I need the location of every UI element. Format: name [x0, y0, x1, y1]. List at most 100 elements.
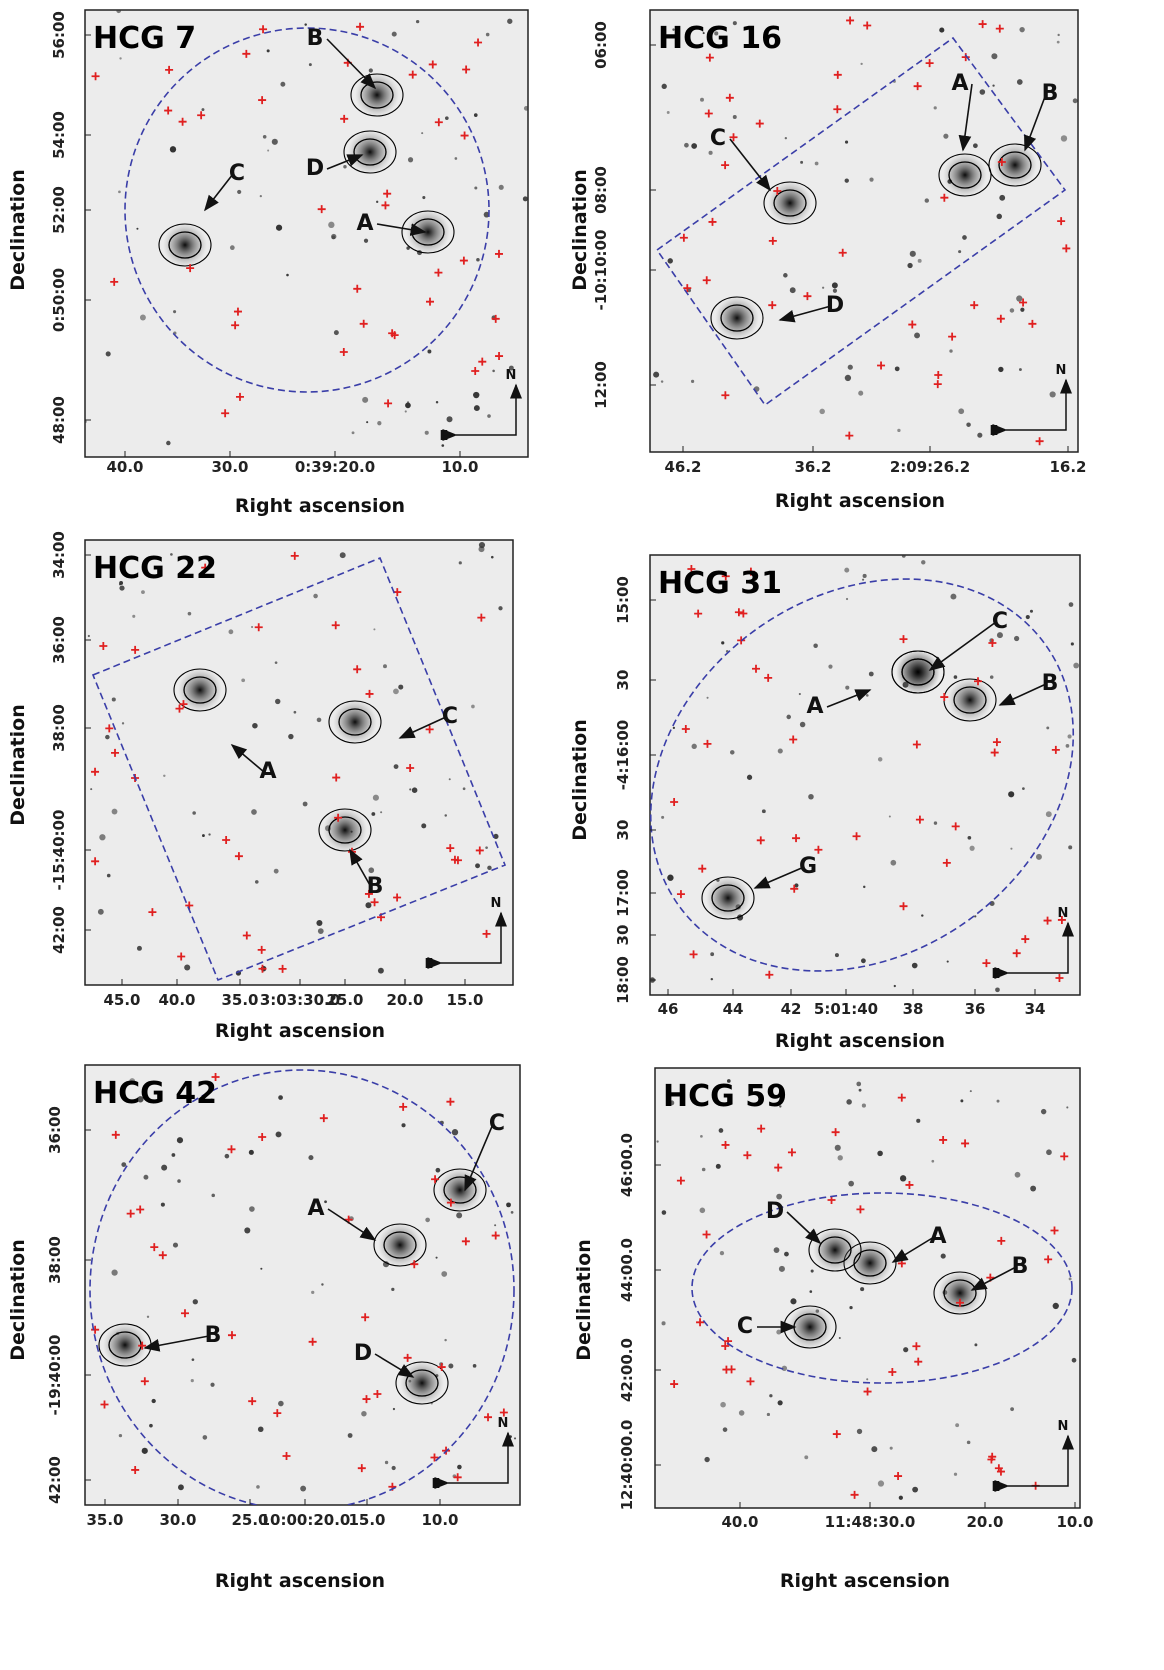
star	[487, 414, 491, 418]
source-marker	[180, 1309, 189, 1318]
source-marker	[915, 815, 924, 824]
galaxy-label: A	[356, 211, 373, 236]
y-tick-label: 42:00.0	[618, 1338, 636, 1402]
source-marker	[356, 22, 365, 31]
star	[371, 812, 376, 816]
star	[424, 430, 429, 435]
source-marker	[179, 700, 188, 709]
star	[97, 908, 104, 915]
sky-image	[649, 9, 1079, 453]
star	[969, 1090, 972, 1093]
source-marker	[939, 1135, 948, 1144]
contour	[948, 161, 982, 189]
x-axis-label: Right ascension	[215, 1020, 385, 1042]
y-tick-label: 08:00	[592, 166, 610, 214]
compass	[434, 1431, 514, 1489]
star	[422, 196, 426, 200]
x-tick-label: 42	[781, 1000, 802, 1018]
star	[1008, 791, 1015, 798]
star	[139, 314, 146, 321]
star	[328, 221, 335, 229]
star	[974, 915, 977, 918]
star	[259, 195, 262, 198]
sky-image	[84, 9, 529, 458]
star	[398, 684, 404, 690]
star	[860, 958, 866, 964]
star	[136, 227, 139, 230]
star	[141, 1447, 148, 1454]
source-marker	[408, 70, 417, 79]
star	[1046, 1149, 1052, 1156]
source-marker	[790, 884, 799, 893]
source-marker	[899, 635, 908, 644]
star	[483, 211, 490, 218]
star	[1066, 1106, 1069, 1109]
source-marker	[475, 846, 484, 855]
star	[898, 1495, 903, 1500]
star	[1045, 811, 1052, 818]
star	[498, 606, 503, 611]
star	[421, 132, 424, 135]
galaxy-label: B	[1042, 81, 1059, 106]
star	[956, 77, 960, 80]
x-tick-label: 44	[723, 1000, 744, 1018]
star	[977, 432, 983, 438]
contour	[998, 151, 1032, 179]
x-tick-label: 0:39:20.0	[295, 458, 375, 476]
y-tick-label: 15:00	[614, 576, 632, 624]
star	[955, 1423, 960, 1428]
source-marker	[897, 1093, 906, 1102]
star	[392, 1407, 396, 1411]
source-marker	[955, 1298, 964, 1307]
pointer-arrow	[326, 154, 364, 170]
source-marker	[995, 24, 1004, 33]
star	[863, 885, 866, 889]
star	[1010, 1407, 1014, 1412]
group-region	[655, 36, 1067, 407]
source-marker	[1060, 1152, 1069, 1161]
x-tick-label: 46.2	[664, 458, 701, 476]
star	[169, 146, 177, 153]
star	[1016, 79, 1023, 85]
source-marker	[235, 392, 244, 401]
star	[99, 834, 106, 841]
star	[351, 431, 355, 435]
x-tick-label: 11:48:30.0	[825, 1513, 916, 1531]
star	[1072, 98, 1078, 104]
star	[304, 23, 307, 26]
star	[844, 374, 852, 382]
source-marker	[856, 1205, 865, 1214]
source-marker	[425, 725, 434, 734]
star	[786, 714, 791, 720]
star	[921, 914, 924, 917]
y-axis-label: Declination	[573, 1239, 595, 1360]
star	[87, 634, 90, 638]
y-tick-label: 52:00	[50, 186, 68, 234]
galaxy-label: A	[806, 694, 823, 719]
source-marker	[838, 248, 847, 257]
pointer-arrow	[998, 683, 1047, 706]
source-marker	[131, 1465, 140, 1474]
star	[666, 111, 670, 114]
x-tick-label: 30.0	[159, 1511, 196, 1529]
source-marker	[725, 93, 734, 102]
star	[1052, 1302, 1059, 1310]
panel: HCG 22 A B C N E 45.0 40.0 35.0 3:03:30.025.0 20.0…	[7, 531, 514, 1042]
star	[393, 764, 399, 770]
star	[719, 1250, 725, 1256]
contour	[808, 1228, 862, 1272]
star	[790, 1298, 797, 1305]
star	[435, 1256, 438, 1259]
star	[228, 629, 234, 635]
star	[343, 164, 347, 169]
star	[1022, 787, 1025, 791]
source-marker	[814, 845, 823, 854]
source-marker	[734, 608, 743, 617]
source-marker	[721, 1140, 730, 1149]
compass-north: N	[1058, 906, 1069, 921]
star	[485, 32, 490, 37]
source-marker	[676, 890, 685, 899]
star	[317, 928, 324, 935]
star	[656, 1140, 659, 1143]
star	[834, 1144, 841, 1151]
